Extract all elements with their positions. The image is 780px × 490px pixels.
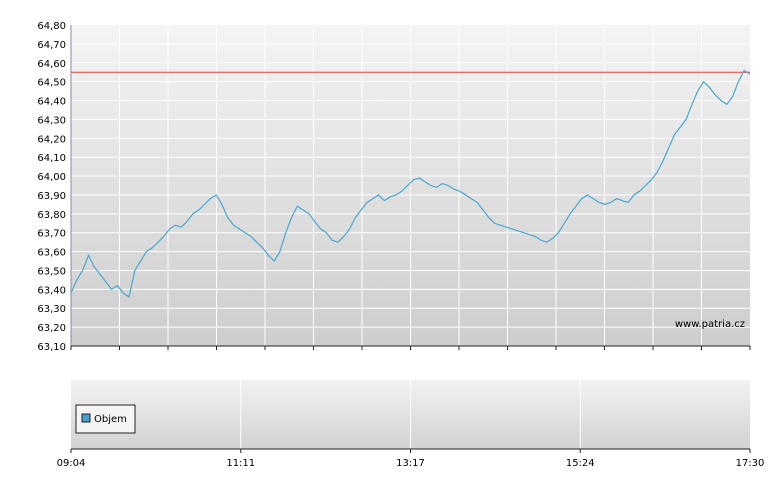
y-tick-label: 63,40 <box>37 285 66 296</box>
x-tick-labels: 09:04 11:11 13:17 15:24 17:30 <box>57 458 765 469</box>
y-tick-label: 64,70 <box>37 40 66 51</box>
volume-legend: Objem <box>75 404 136 434</box>
y-tick-label: 63,60 <box>37 248 66 259</box>
y-tick-label: 64,60 <box>37 59 66 70</box>
x-tick-label: 13:17 <box>396 458 425 469</box>
y-tick-label: 64,40 <box>37 97 66 108</box>
grid-lines <box>71 25 750 346</box>
y-tick-label: 63,50 <box>37 266 66 277</box>
y-tick-label: 64,80 <box>37 21 66 32</box>
y-tick-label: 63,80 <box>37 210 66 221</box>
y-tick-label: 64,10 <box>37 153 66 164</box>
price-series-line <box>70 69 751 298</box>
volume-grid-lines <box>70 380 751 453</box>
y-tick-labels: 64,80 64,70 64,60 64,50 64,40 64,30 64,20 64,10… <box>37 21 66 353</box>
y-tick-label: 63,30 <box>37 304 66 315</box>
y-tick-label: 63,10 <box>37 342 66 353</box>
x-tick-label: 11:11 <box>226 458 255 469</box>
y-tick-label: 64,20 <box>37 134 66 145</box>
x-tick-label: 09:04 <box>57 458 86 469</box>
legend-label: Objem <box>94 414 127 425</box>
volume-legend-swatch-icon <box>81 413 91 423</box>
x-tick-label: 17:30 <box>736 458 765 469</box>
watermark: www.patria.cz <box>675 319 745 330</box>
y-tick-label: 64,50 <box>37 78 66 89</box>
y-tick-label: 63,20 <box>37 323 66 334</box>
y-tick-label: 64,30 <box>37 115 66 126</box>
y-tick-label: 63,90 <box>37 191 66 202</box>
y-tick-label: 63,70 <box>37 229 66 240</box>
y-tick-label: 64,00 <box>37 172 66 183</box>
x-tick-label: 15:24 <box>566 458 595 469</box>
x-tick-marks <box>70 346 751 350</box>
